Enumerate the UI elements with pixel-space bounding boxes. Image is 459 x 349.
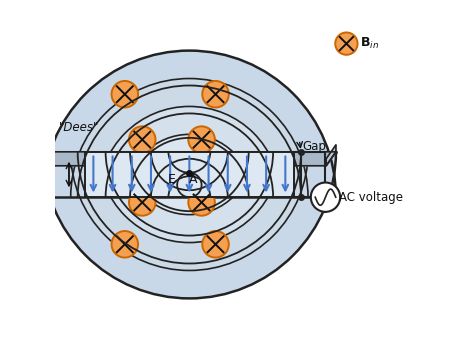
Polygon shape: [127, 152, 252, 215]
Polygon shape: [326, 145, 336, 166]
Circle shape: [311, 183, 340, 212]
Polygon shape: [43, 51, 336, 197]
Circle shape: [129, 189, 156, 216]
Polygon shape: [33, 145, 43, 166]
Text: $\mathbf{B}_{in}$: $\mathbf{B}_{in}$: [360, 36, 380, 51]
Circle shape: [335, 32, 358, 55]
Circle shape: [129, 126, 156, 153]
Polygon shape: [99, 152, 280, 243]
Polygon shape: [127, 134, 252, 197]
Circle shape: [112, 81, 138, 107]
Polygon shape: [33, 152, 336, 166]
Polygon shape: [99, 106, 280, 197]
Text: A: A: [189, 172, 197, 186]
Circle shape: [202, 231, 229, 258]
Polygon shape: [43, 152, 336, 298]
Text: "Dees": "Dees": [58, 121, 99, 134]
Text: E: E: [168, 172, 176, 186]
Circle shape: [202, 81, 229, 107]
Polygon shape: [155, 162, 224, 197]
Bar: [84, 152, 294, 197]
Text: Gap: Gap: [303, 140, 327, 153]
Circle shape: [188, 189, 215, 216]
Circle shape: [112, 231, 138, 258]
Polygon shape: [71, 79, 308, 197]
Circle shape: [188, 126, 215, 153]
Polygon shape: [71, 152, 308, 270]
Text: AC voltage: AC voltage: [340, 191, 403, 204]
Polygon shape: [155, 152, 224, 187]
